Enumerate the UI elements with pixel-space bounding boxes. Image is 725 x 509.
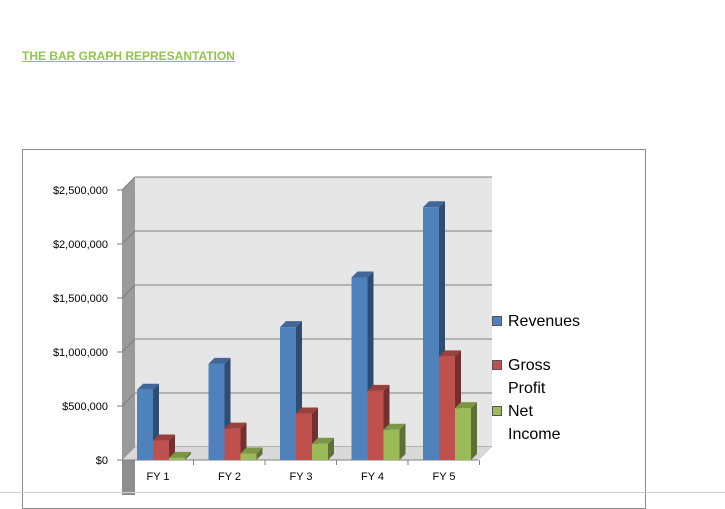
bar-net-income: [383, 423, 406, 460]
x-tick-label: FY 3: [289, 471, 312, 483]
bar-front: [169, 457, 185, 460]
page-divider: [0, 492, 725, 493]
bar-front: [280, 327, 296, 460]
bar-front: [296, 413, 312, 460]
legend-swatch-gross-profit: [492, 360, 502, 370]
bar-net-income: [455, 402, 477, 460]
bar-top: [455, 402, 477, 409]
bar-revenues: [351, 271, 374, 460]
bar-top: [439, 350, 461, 357]
bar-front: [351, 277, 368, 460]
bar-front: [383, 429, 400, 460]
bar-front: [367, 390, 384, 460]
bar-front: [312, 443, 328, 460]
bar-top: [208, 357, 231, 364]
bar-net-income: [240, 447, 263, 460]
bar-gross-profit: [367, 384, 390, 460]
gridline-side: [121, 176, 136, 191]
y-tick-label: $1,500,000: [53, 293, 108, 305]
bar-top: [153, 434, 175, 441]
bar-front: [455, 408, 471, 460]
bar-side: [185, 451, 191, 460]
page-heading: THE BAR GRAPH REPRESANTATION: [22, 49, 235, 63]
bar-top: [169, 451, 191, 458]
bar-top: [280, 321, 302, 328]
gridline-side: [121, 338, 136, 353]
bar-top: [240, 447, 263, 454]
legend-swatch-net-income: [492, 406, 502, 416]
y-tick-label: $0: [96, 455, 108, 467]
y-tick-label: $500,000: [62, 401, 108, 413]
bar-top: [224, 422, 247, 429]
bar-front: [224, 428, 241, 460]
x-tick-label: FY 4: [361, 471, 384, 483]
chart-bars: [137, 201, 477, 460]
legend-item-revenues: Revenues: [492, 310, 581, 333]
x-tick-label: FY 5: [432, 471, 455, 483]
bar-top: [312, 437, 334, 444]
bar-front: [240, 453, 257, 460]
bar-top: [137, 383, 159, 390]
bar-top: [383, 423, 406, 430]
legend-label-revenues: Revenues: [508, 313, 581, 330]
x-tick-label: FY 1: [146, 471, 169, 483]
bar-top: [423, 201, 445, 208]
bar-net-income: [312, 437, 334, 460]
bar-net-income: [169, 451, 191, 460]
bar-front: [439, 356, 455, 460]
bar-side: [328, 437, 334, 460]
bar-top: [367, 384, 390, 391]
legend-item-net-income: Net Income: [492, 400, 578, 446]
chart-labels: $0 $500,000 $1,000,000 $1,500,000 $2,000,000…: [53, 185, 456, 483]
x-tick-label: FY 2: [218, 471, 241, 483]
legend-label-gross-profit: Gross Profit: [508, 357, 551, 397]
bar-top: [296, 407, 318, 414]
y-tick-label: $2,000,000: [53, 239, 108, 251]
bar-side: [256, 447, 263, 460]
y-tick-label: $1,000,000: [53, 347, 108, 359]
legend-swatch-revenues: [492, 316, 502, 326]
legend-item-gross-profit: Gross Profit: [492, 354, 578, 400]
gridline-side: [121, 284, 136, 299]
bar-chart: $0 $500,000 $1,000,000 $1,500,000 $2,000,000…: [53, 176, 492, 495]
bar-front: [208, 363, 225, 460]
legend-label-net-income: Net Income: [508, 403, 561, 443]
bar-side: [471, 402, 477, 460]
gridline-side: [121, 392, 136, 407]
bar-front: [153, 440, 169, 460]
bar-top: [351, 271, 374, 278]
plot-side-wall: [122, 177, 135, 460]
bar-front: [137, 389, 153, 460]
y-tick-label: $2,500,000: [53, 185, 108, 197]
bar-side: [399, 423, 406, 460]
gridline-side: [121, 230, 136, 245]
bar-front: [423, 207, 439, 460]
chart-legend: Revenues Gross Profit Net Income: [492, 310, 642, 446]
